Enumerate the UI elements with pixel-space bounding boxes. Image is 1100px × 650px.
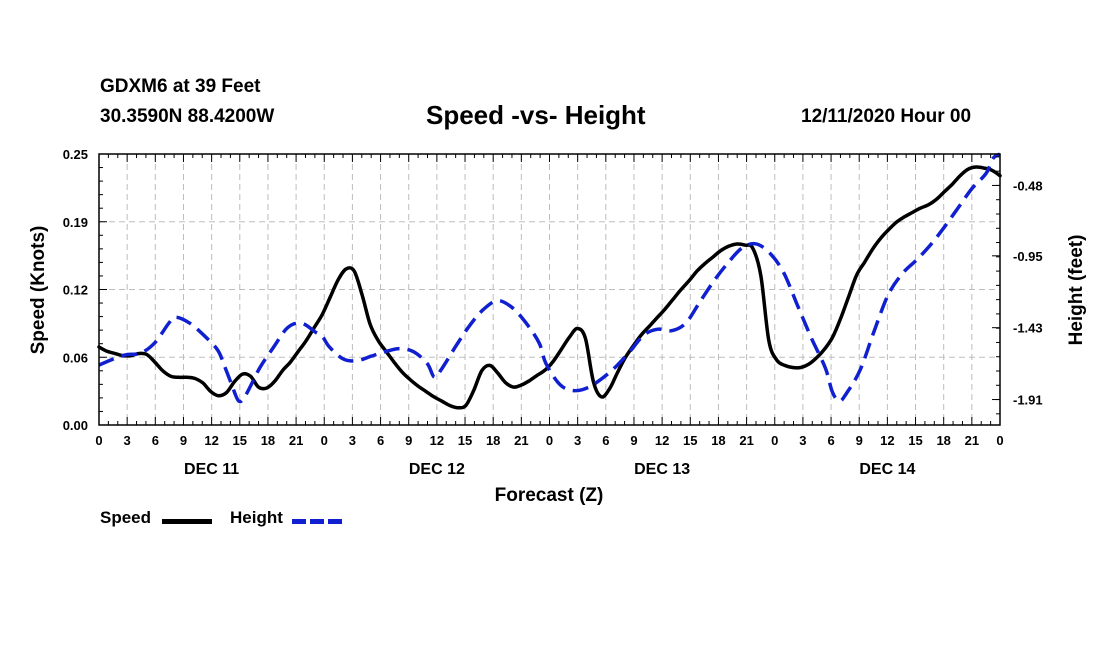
x-tick-label: 6 bbox=[827, 433, 834, 448]
y-axis-left-title: Speed (Knots) bbox=[28, 226, 49, 355]
x-tick-label: 9 bbox=[405, 433, 412, 448]
x-tick-label: 21 bbox=[514, 433, 528, 448]
legend-speed-label: Speed bbox=[100, 508, 152, 527]
station-name: GDXM6 at 39 Feet bbox=[100, 76, 261, 97]
y-left-tick-label: 0.19 bbox=[63, 215, 88, 230]
x-tick-label: 18 bbox=[936, 433, 950, 448]
y-axis-right-title: Height (feet) bbox=[1066, 235, 1087, 346]
legend-height-swatch bbox=[292, 519, 342, 524]
x-tick-label: 9 bbox=[180, 433, 187, 448]
x-tick-label: 15 bbox=[908, 433, 922, 448]
x-tick-label: 18 bbox=[711, 433, 725, 448]
x-tick-label: 18 bbox=[486, 433, 500, 448]
station-coordinates: 30.3590N 88.4200W bbox=[100, 106, 275, 127]
x-tick-label: 0 bbox=[771, 433, 778, 448]
legend-height-label: Height bbox=[230, 508, 283, 527]
x-tick-label: 15 bbox=[233, 433, 247, 448]
x-tick-label: 3 bbox=[574, 433, 581, 448]
legend-speed-swatch bbox=[162, 519, 212, 524]
x-tick-label: 0 bbox=[321, 433, 328, 448]
x-tick-label: 21 bbox=[289, 433, 303, 448]
x-axis-title: Forecast (Z) bbox=[495, 485, 604, 506]
y-left-tick-label: 0.00 bbox=[63, 418, 88, 433]
x-tick-label: 0 bbox=[546, 433, 553, 448]
x-tick-label: 15 bbox=[458, 433, 472, 448]
x-tick-label: 18 bbox=[261, 433, 275, 448]
x-tick-label: 3 bbox=[799, 433, 806, 448]
x-tick-label: 0 bbox=[95, 433, 102, 448]
x-tick-label: 15 bbox=[683, 433, 697, 448]
day-label: DEC 14 bbox=[859, 461, 915, 478]
x-tick-label: 12 bbox=[204, 433, 218, 448]
x-tick-label: 6 bbox=[602, 433, 609, 448]
day-label: DEC 11 bbox=[184, 461, 239, 478]
x-tick-label: 6 bbox=[377, 433, 384, 448]
x-tick-label: 21 bbox=[965, 433, 979, 448]
y-right-tick-label: -0.48 bbox=[1013, 178, 1043, 193]
x-tick-label: 12 bbox=[880, 433, 894, 448]
y-right-tick-label: -0.95 bbox=[1013, 249, 1043, 264]
y-right-tick-label: -1.91 bbox=[1013, 393, 1043, 408]
day-label: DEC 12 bbox=[409, 461, 465, 478]
axis-labels: Forecast (Z) Speed (Knots) Height (feet) bbox=[28, 226, 1087, 506]
x-tick-label: 3 bbox=[349, 433, 356, 448]
x-tick-label: 0 bbox=[996, 433, 1003, 448]
chart-title: Speed -vs- Height bbox=[426, 100, 646, 130]
run-time: 12/11/2020 Hour 00 bbox=[801, 106, 972, 127]
y-left-tick-label: 0.06 bbox=[63, 350, 88, 365]
x-tick-label: 3 bbox=[124, 433, 131, 448]
y-right-tick-label: -1.43 bbox=[1013, 321, 1043, 336]
ticks: 0 3 6 9 12 15 18 21 0 3 6 9 12 15 18 21 0 3 6 9 12 15 18 21 0 3 6 9… bbox=[63, 147, 1043, 478]
x-tick-label: 6 bbox=[152, 433, 159, 448]
series-line-speed bbox=[97, 165, 1002, 410]
x-tick-label: 12 bbox=[430, 433, 444, 448]
series-line-height bbox=[98, 152, 1001, 404]
y-left-tick-label: 0.12 bbox=[63, 283, 88, 298]
series-layer bbox=[97, 152, 1002, 410]
x-tick-label: 12 bbox=[655, 433, 669, 448]
x-tick-label: 21 bbox=[739, 433, 753, 448]
x-tick-label: 9 bbox=[630, 433, 637, 448]
day-label: DEC 13 bbox=[634, 461, 690, 478]
x-tick-label: 9 bbox=[856, 433, 863, 448]
y-left-tick-label: 0.25 bbox=[63, 147, 88, 162]
